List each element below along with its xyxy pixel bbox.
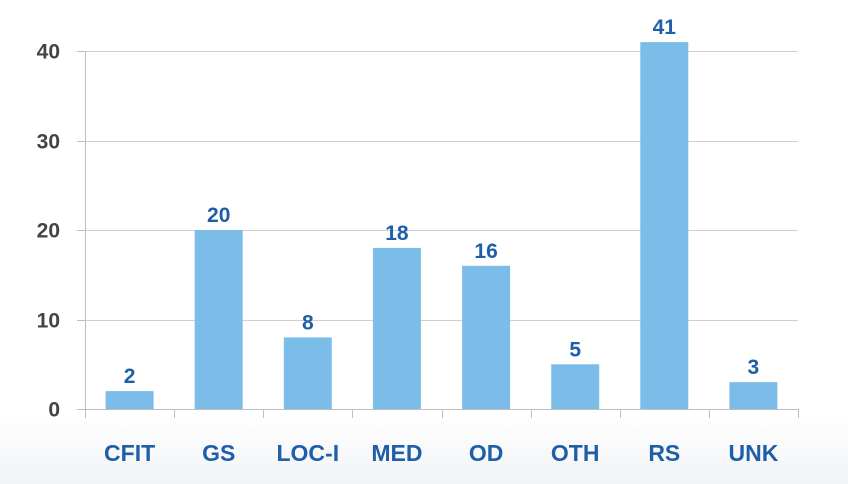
- y-tick-label: 20: [37, 220, 60, 243]
- bar-rs: [640, 42, 689, 409]
- data-label-med: 18: [385, 222, 409, 245]
- data-label-unk: 3: [748, 356, 760, 379]
- gridlines: [85, 51, 798, 321]
- data-label-loc-i: 8: [302, 311, 314, 334]
- bar-cfit: [105, 391, 154, 409]
- x-tick-label: GS: [202, 440, 235, 466]
- bar-od: [462, 265, 511, 409]
- x-tick-label: OTH: [551, 440, 600, 466]
- y-tick-label: 0: [48, 399, 60, 422]
- y-axis-ticks: 0 10 20 30 40: [37, 41, 60, 422]
- x-tick-label: OD: [469, 440, 504, 466]
- axes: [77, 51, 799, 418]
- data-labels-group: 2 20 8 18 16 5 41 3: [124, 16, 759, 388]
- data-label-gs: 20: [207, 204, 230, 227]
- x-axis-ticks: CFIT GS LOC-I MED OD OTH RS UNK: [104, 440, 779, 466]
- x-tick-label: RS: [648, 440, 680, 466]
- bar-loc-i: [283, 337, 332, 409]
- y-tick-label: 10: [37, 310, 60, 333]
- x-tick-label: LOC-I: [276, 440, 339, 466]
- data-label-oth: 5: [569, 338, 581, 361]
- x-tick-label: CFIT: [104, 440, 155, 466]
- x-tick-label: UNK: [728, 440, 778, 466]
- bar-gs: [194, 230, 243, 409]
- bar-med: [372, 247, 421, 409]
- y-tick-label: 40: [37, 41, 60, 64]
- data-label-rs: 41: [653, 16, 677, 39]
- bars-group: [105, 42, 778, 410]
- data-label-cfit: 2: [124, 365, 136, 388]
- bar-unk: [729, 382, 778, 409]
- y-tick-label: 30: [37, 131, 60, 154]
- x-tick-label: MED: [371, 440, 422, 466]
- bar-oth: [551, 364, 600, 410]
- data-label-od: 16: [474, 240, 497, 263]
